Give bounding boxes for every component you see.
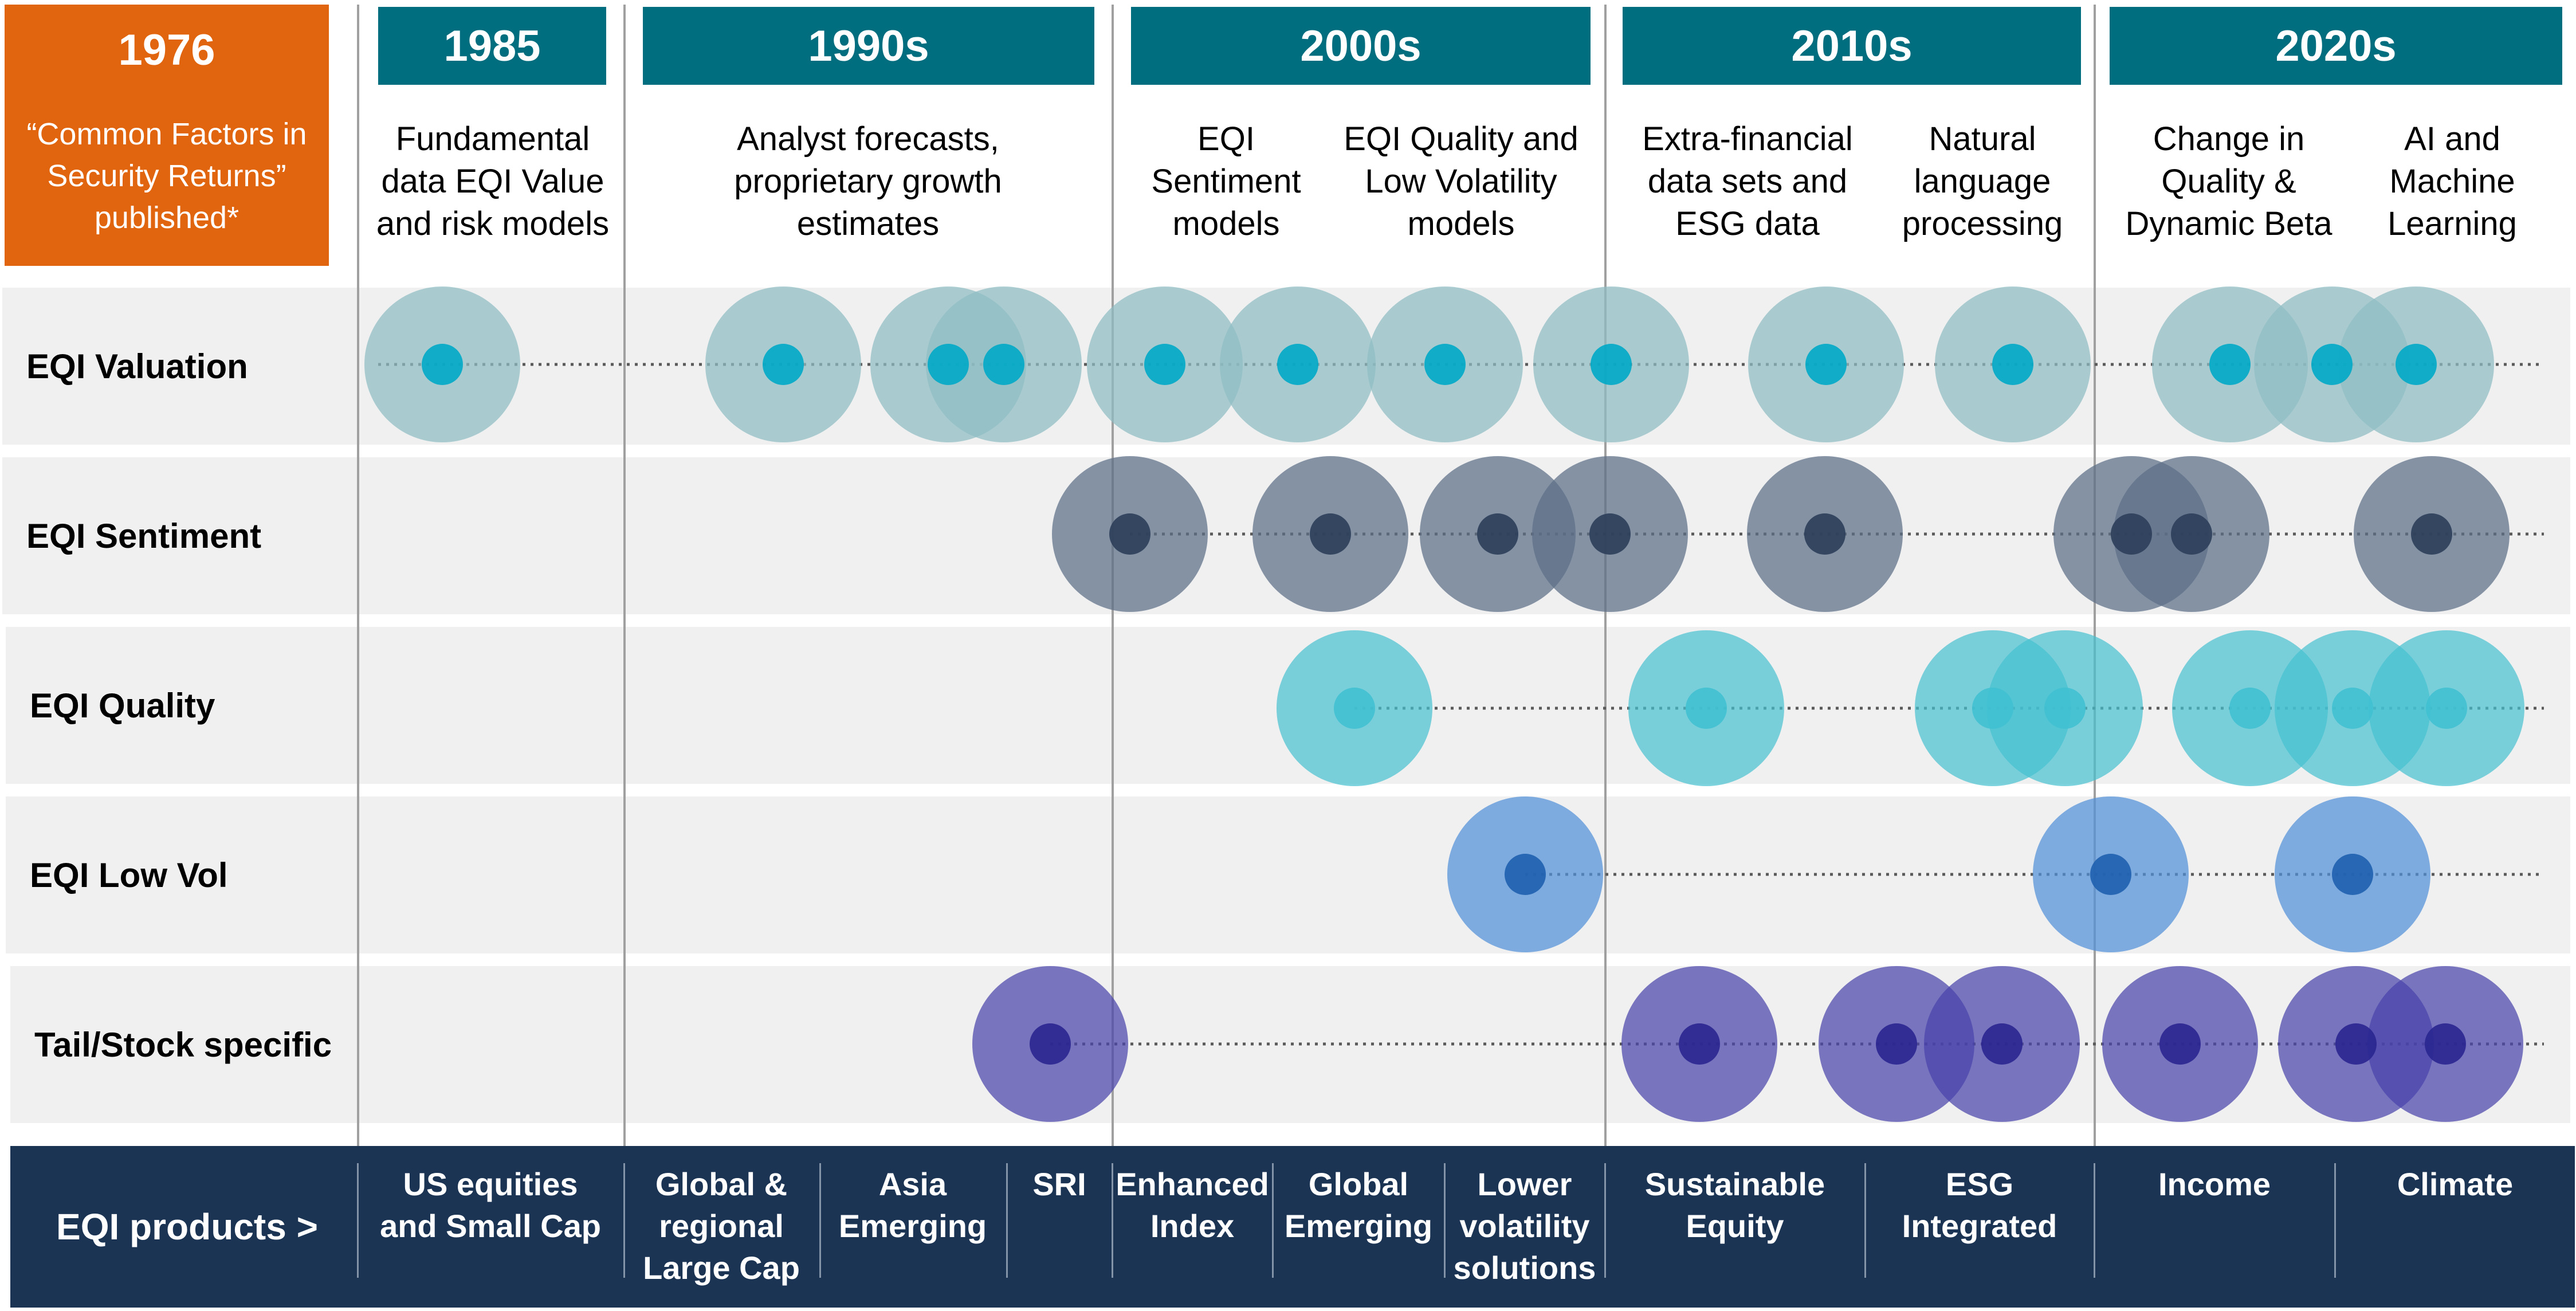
row-label-lowvol: EQI Low Vol [30,855,228,894]
valuation-milestone-dot [2311,344,2353,385]
tail-milestone-dot [1981,1023,2023,1065]
product-sri: SRI [1032,1166,1086,1202]
era-1990s-header: 1990s [643,7,1094,85]
origin-1976-box: 1976 “Common Factors in Security Returns… [5,5,329,266]
valuation-milestone-dot [928,344,969,385]
footer-separator [819,1163,821,1278]
lowvol-milestone-dot [1505,854,1546,895]
tail-milestone-dot [2159,1023,2201,1065]
valuation-milestone-dot [422,344,463,385]
row-label-quality: EQI Quality [30,686,215,725]
quality-milestone-dot [1972,688,2013,729]
lowvol-milestone-dot [2090,854,2131,895]
product-global-regional: Global & regional Large Cap [643,1166,800,1286]
footer-separator [1112,1163,1113,1278]
product-lower-volatility: Lower volatility solutions [1453,1166,1596,1286]
sentiment-milestone-dot [1589,513,1631,555]
valuation-milestone-dot [2396,344,2437,385]
valuation-milestone-dot [1144,344,1185,385]
era-divider [623,5,626,1168]
valuation-milestone-dot [1424,344,1466,385]
tail-milestone-dot [2335,1023,2377,1065]
milestone-quality-dynamic-beta: Change in Quality & Dynamic Beta [2125,120,2332,242]
tail-milestone-dot [1876,1023,1917,1065]
lowvol-milestone-dot [2332,854,2373,895]
sentiment-milestone-dot [1310,513,1351,555]
quality-milestone-dot [2332,688,2373,729]
row-label-valuation: EQI Valuation [26,347,248,386]
footer-separator [1444,1163,1446,1278]
valuation-milestone-dot [2209,344,2251,385]
milestone-ai-ml: AI and Machine Learning [2387,120,2517,242]
tail-milestone-dot [1679,1023,1720,1065]
valuation-milestone-dot [1591,344,1632,385]
era-divider [357,5,359,1168]
era-2020s-header: 2020s [2110,7,2562,85]
quality-milestone-dot [1334,688,1375,729]
sentiment-milestone-dot [1109,513,1150,555]
origin-text: “Common Factors in Security Returns” pub… [26,117,307,235]
footer-separator [623,1163,625,1278]
product-us-equities: US equities and Small Cap [380,1166,601,1244]
products-footer [10,1146,2575,1308]
product-esg-integrated: ESG Integrated [1902,1166,2057,1244]
quality-milestone-dot [2426,688,2467,729]
footer-separator [1604,1163,1606,1278]
product-income: Income [2158,1166,2271,1202]
sentiment-milestone-dot [1804,513,1845,555]
valuation-milestone-dot [983,344,1024,385]
valuation-milestone-dot [1992,344,2033,385]
era-2010s-header: 2010s [1623,7,2081,85]
milestone-analyst-forecasts: Analyst forecasts, proprietary growth es… [734,120,1002,242]
product-global-emerging: Global Emerging [1284,1166,1433,1244]
origin-year: 1976 [118,26,215,74]
product-climate: Climate [2397,1166,2514,1202]
tail-milestone-dot [2425,1023,2466,1065]
sentiment-milestone-dot [1477,513,1518,555]
valuation-milestone-dot [1277,344,1318,385]
footer-separator [1272,1163,1274,1278]
quality-milestone-dot [1686,688,1727,729]
sentiment-milestone-dot [2111,513,2152,555]
product-enhanced-index: Enhanced Index [1116,1166,1269,1244]
product-asia-emerging: Asia Emerging [838,1166,987,1244]
milestone-fundamental-data: Fundamental data EQI Value and risk mode… [376,120,610,242]
footer-separator [2334,1163,2336,1278]
era-2000s-header: 2000s [1131,7,1591,85]
footer-separator [357,1163,359,1278]
quality-milestone-dot [2044,688,2086,729]
milestone-esg-data: Extra-financial data sets and ESG data [1642,120,1853,242]
tail-milestone-dot [1030,1023,1071,1065]
milestone-nlp: Natural language processing [1902,120,2063,242]
sentiment-milestone-dot [2411,513,2452,555]
row-label-sentiment: EQI Sentiment [26,516,262,555]
footer-separator [1864,1163,1866,1278]
products-footer-title: EQI products > [56,1206,318,1247]
valuation-milestone-dot [763,344,804,385]
milestone-quality-lowvol-models: EQI Quality and Low Volatility models [1344,120,1578,242]
sentiment-milestone-dot [2171,513,2212,555]
valuation-milestone-dot [1805,344,1847,385]
quality-milestone-dot [2229,688,2271,729]
footer-separator [2094,1163,2095,1278]
era-1985-header: 1985 [378,7,606,85]
row-label-tail: Tail/Stock specific [34,1025,332,1064]
milestone-sentiment-models: EQI Sentiment models [1151,120,1301,242]
product-sustainable-equity: Sustainable Equity [1644,1166,1825,1244]
footer-separator [1006,1163,1008,1278]
